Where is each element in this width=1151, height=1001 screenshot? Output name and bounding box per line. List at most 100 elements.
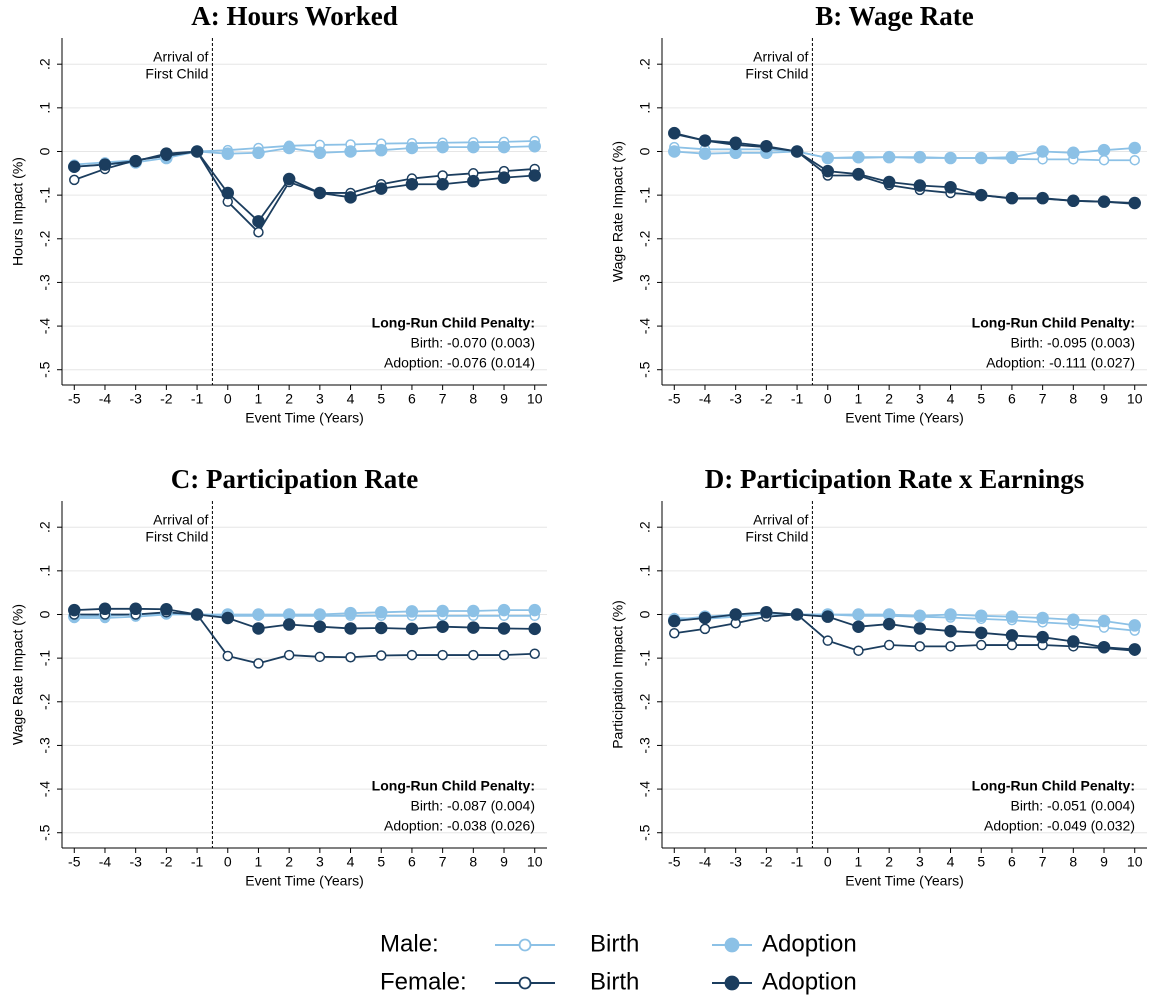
series-line <box>674 147 1135 159</box>
marker <box>1036 191 1049 205</box>
x-tick-label: 8 <box>1069 391 1077 407</box>
marker <box>729 608 742 621</box>
series-line <box>73 150 535 234</box>
marker <box>528 603 541 617</box>
x-tick-label: -2 <box>160 854 173 870</box>
marker <box>68 160 81 174</box>
marker <box>252 608 265 621</box>
marker <box>852 608 865 621</box>
x-tick-label: 2 <box>285 391 293 407</box>
marker <box>497 622 511 635</box>
x-tick-label: 1 <box>855 391 863 407</box>
marker <box>1129 154 1140 166</box>
marker <box>406 649 418 661</box>
series-line <box>674 611 1135 651</box>
marker <box>913 150 927 164</box>
marker <box>405 605 419 618</box>
marker <box>160 147 173 160</box>
marker <box>344 191 357 204</box>
marker <box>528 622 541 636</box>
x-tick-label: 2 <box>885 391 893 407</box>
marker <box>1036 145 1049 158</box>
marker <box>1005 610 1019 623</box>
y-tick-label: .2 <box>37 58 53 70</box>
y-tick-label: -.5 <box>637 824 653 841</box>
marker <box>98 158 112 171</box>
marker <box>129 602 142 616</box>
marker <box>1005 150 1019 164</box>
x-tick-label: 8 <box>469 391 477 407</box>
y-tick-label: -.2 <box>637 693 653 710</box>
marker <box>313 608 327 621</box>
marker <box>497 140 511 154</box>
y-tick-label: 0 <box>37 147 53 155</box>
y-tick-label: 0 <box>37 610 53 618</box>
marker <box>282 172 296 186</box>
marker <box>437 649 448 661</box>
y-tick-label: .1 <box>637 565 653 577</box>
penalty-note: Adoption: -0.038 (0.026) <box>384 818 535 834</box>
x-tick-label: 1 <box>255 391 263 407</box>
x-tick-label: -1 <box>191 854 204 870</box>
marker <box>975 639 987 651</box>
penalty-note: Adoption: -0.111 (0.027) <box>986 355 1135 371</box>
event-label: First Child <box>145 66 208 82</box>
x-tick-label: 10 <box>1127 854 1143 870</box>
marker <box>313 620 327 633</box>
marker <box>313 186 327 200</box>
y-axis-label: Participation Impact (%) <box>610 600 626 749</box>
x-tick-label: 6 <box>408 391 416 407</box>
series-line <box>674 613 1135 652</box>
x-tick-label: 10 <box>1127 391 1143 407</box>
marker <box>468 649 479 661</box>
marker <box>852 620 865 633</box>
marker <box>528 139 541 153</box>
x-tick-label: -5 <box>68 854 81 870</box>
marker <box>1097 614 1111 628</box>
y-tick-label: -.3 <box>37 737 53 754</box>
series-line <box>674 132 1135 204</box>
y-tick-label: .2 <box>637 521 653 533</box>
x-tick-label: 4 <box>347 391 355 407</box>
marker <box>974 626 988 640</box>
x-tick-label: -5 <box>68 391 81 407</box>
marker <box>790 145 804 158</box>
marker <box>129 154 142 168</box>
y-axis-label: Wage Rate Impact (%) <box>610 141 626 282</box>
marker <box>344 145 357 158</box>
marker <box>1036 611 1049 625</box>
x-tick-label: -4 <box>699 391 712 407</box>
x-tick-label: -3 <box>129 854 142 870</box>
y-tick-label: -.4 <box>37 318 53 335</box>
x-tick-label: 10 <box>527 854 543 870</box>
y-tick-label: -.1 <box>37 650 53 667</box>
marker <box>405 622 419 636</box>
x-tick-label: -2 <box>160 391 173 407</box>
marker <box>760 139 773 153</box>
x-tick-label: 4 <box>347 854 355 870</box>
marker <box>913 622 927 635</box>
marker <box>374 182 388 195</box>
marker <box>945 641 956 652</box>
panel: A: Hours Worked .2 .1 0 -.1 -.2 -.3 -.4 -.5 -5 -4 -… <box>10 1 547 426</box>
penalty-note: Long-Run Child Penalty: <box>372 315 535 331</box>
x-tick-label: 8 <box>469 854 477 870</box>
marker <box>821 151 835 165</box>
marker <box>729 136 742 150</box>
x-tick-label: 0 <box>824 854 832 870</box>
y-axis-label: Wage Rate Impact (%) <box>10 604 26 745</box>
y-axis-label: Hours Impact (%) <box>10 157 26 266</box>
x-axis-label: Event Time (Years) <box>845 873 964 889</box>
marker <box>314 651 326 663</box>
x-tick-label: 5 <box>377 391 385 407</box>
marker <box>1128 141 1141 155</box>
legend-marker <box>518 938 532 952</box>
marker <box>1128 619 1141 632</box>
marker <box>883 639 895 651</box>
y-tick-label: -.4 <box>37 781 53 798</box>
marker <box>283 649 295 661</box>
x-tick-label: 1 <box>255 854 263 870</box>
marker <box>913 609 927 623</box>
marker <box>914 641 926 652</box>
penalty-note: Adoption: -0.049 (0.032) <box>984 818 1135 834</box>
